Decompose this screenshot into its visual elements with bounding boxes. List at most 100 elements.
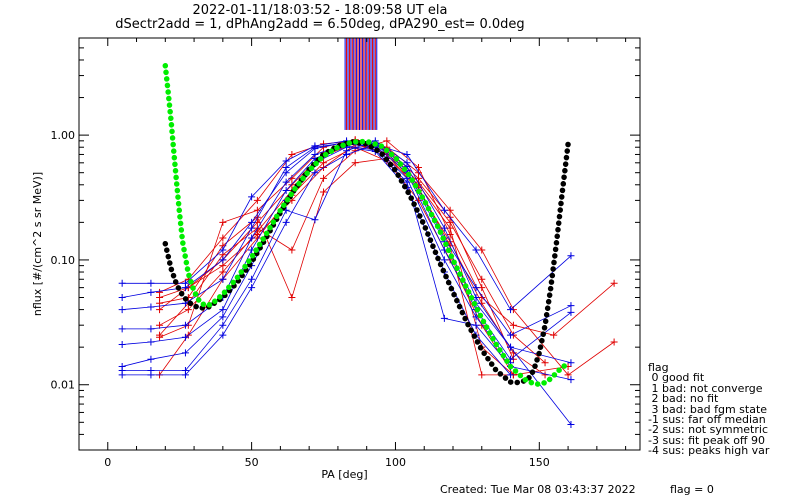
blue-scan-point-2-5 bbox=[282, 178, 290, 186]
legend-item-7: -4 sus: peaks high var bbox=[648, 444, 770, 458]
x-axis-label: PA [deg] bbox=[321, 468, 367, 481]
blue-scan-point-1-2 bbox=[181, 284, 189, 292]
red-scan-point-6-7 bbox=[383, 137, 391, 145]
blue-scan-point-4-3 bbox=[219, 313, 227, 321]
red-scan-point-5-0 bbox=[156, 288, 164, 296]
blue-scan-point-5-6 bbox=[311, 216, 319, 224]
blue-scan-point-7-3 bbox=[219, 331, 227, 339]
red-scan-point-1-2 bbox=[219, 268, 227, 276]
legend-item-0: 0 good fit bbox=[648, 371, 705, 385]
blue-scan-point-0-0 bbox=[118, 279, 126, 287]
legend-item-1: 1 bad: not converge bbox=[648, 381, 763, 395]
blue-scan-point-0-3 bbox=[219, 246, 227, 254]
blue-scan-point-1-13 bbox=[567, 308, 575, 316]
red-scan-point-6-5 bbox=[320, 174, 328, 182]
blue-scan-point-7-11 bbox=[472, 246, 480, 254]
red-scan-line-1 bbox=[159, 142, 546, 376]
blue-scan-point-7-6 bbox=[311, 169, 319, 177]
blue-scan-point-6-1 bbox=[147, 303, 155, 311]
legend-item-6: -3 sus: fit peak off 90 bbox=[648, 433, 765, 447]
blue-scan-point-7-5 bbox=[282, 218, 290, 226]
red-scan-point-3-13 bbox=[610, 338, 618, 346]
blue-scan-point-4-12 bbox=[507, 371, 515, 379]
blue-scan-point-5-3 bbox=[219, 321, 227, 329]
red-scan-line-7 bbox=[159, 144, 514, 376]
blue-scan-point-5-13 bbox=[567, 359, 575, 367]
red-scan-point-5-3 bbox=[253, 196, 261, 204]
red-scan-point-7-0 bbox=[156, 306, 164, 314]
blue-scan-point-2-4 bbox=[248, 234, 256, 242]
blue-scan-point-1-0 bbox=[118, 294, 126, 302]
red-scan-point-6-13 bbox=[610, 279, 618, 287]
blue-scan-line-1 bbox=[122, 141, 572, 360]
red-scan-point-7-10 bbox=[478, 371, 486, 379]
red-scan-point-4-6 bbox=[351, 159, 359, 167]
red-scan-point-4-5 bbox=[320, 188, 328, 196]
red-scan-point-6-4 bbox=[288, 246, 296, 254]
green-fit-curve bbox=[162, 62, 571, 387]
legend-title: flag bbox=[648, 361, 669, 374]
legend-item-5: -2 sus: not symmetric bbox=[648, 423, 768, 437]
red-scan-point-6-12 bbox=[550, 331, 558, 339]
blue-scan-point-6-6 bbox=[311, 143, 319, 151]
blue-scan-point-0-4 bbox=[248, 193, 256, 201]
blue-scan-point-7-9 bbox=[403, 150, 411, 158]
blue-scan-point-0-11 bbox=[472, 284, 480, 292]
red-scan-line-4 bbox=[159, 158, 514, 376]
blue-scan-point-2-10 bbox=[440, 256, 448, 264]
blue-scan-point-0-13 bbox=[567, 302, 575, 310]
blue-scan-line-3 bbox=[122, 145, 572, 380]
y-axis-label: nflux [#/(cm^2 s sr MeV)] bbox=[31, 172, 44, 316]
red-scan-point-6-0 bbox=[156, 331, 164, 339]
blue-scan-point-3-5 bbox=[282, 186, 290, 194]
blue-scan-point-6-5 bbox=[282, 164, 290, 172]
blue-scan-point-7-2 bbox=[181, 371, 189, 379]
blue-scan-line-7 bbox=[122, 144, 572, 376]
chart-subtitle: dSectr2add = 1, dPhAng2add = 6.50deg, dP… bbox=[115, 17, 525, 32]
red-scan-point-3-2 bbox=[219, 218, 227, 226]
blue-scan-point-6-12 bbox=[507, 343, 515, 351]
blue-scan-point-3-13 bbox=[567, 376, 575, 384]
blue-scan-point-3-2 bbox=[181, 333, 189, 341]
blue-scan-point-5-4 bbox=[248, 275, 256, 283]
blue-scan-point-7-1 bbox=[147, 371, 155, 379]
red-scan-point-6-11 bbox=[509, 321, 517, 329]
blue-scan-point-2-1 bbox=[147, 325, 155, 333]
blue-scan-point-1-1 bbox=[147, 288, 155, 296]
y-tick-label-2: 1.00 bbox=[51, 129, 76, 142]
y-tick-label-1: 0.10 bbox=[51, 254, 76, 267]
red-scan-point-1-1 bbox=[184, 306, 192, 314]
blue-scan-point-7-12 bbox=[507, 306, 515, 314]
blue-scan-point-2-2 bbox=[181, 321, 189, 329]
red-scan-point-6-9 bbox=[446, 230, 454, 238]
red-scan-point-5-4 bbox=[288, 150, 296, 158]
blue-scan-point-4-2 bbox=[181, 349, 189, 357]
red-scan-line-6 bbox=[159, 140, 615, 336]
red-scan-line-3 bbox=[159, 139, 615, 376]
footer-flag: flag = 0 bbox=[670, 483, 714, 496]
legend-item-2: 2 bad: no fit bbox=[648, 392, 719, 406]
x-tick-label-1: 50 bbox=[245, 456, 259, 469]
blue-scan-point-0-1 bbox=[147, 279, 155, 287]
blue-scan-point-2-0 bbox=[118, 325, 126, 333]
blue-scan-point-6-4 bbox=[248, 224, 256, 232]
blue-scan-point-7-4 bbox=[248, 284, 256, 292]
blue-scan-point-4-1 bbox=[147, 355, 155, 363]
x-tick-label-2: 100 bbox=[385, 456, 406, 469]
red-scan-point-0-12 bbox=[541, 359, 549, 367]
blue-scan-point-0-12 bbox=[507, 331, 515, 339]
blue-scan-point-3-1 bbox=[147, 338, 155, 346]
blue-scan-line-5 bbox=[122, 140, 572, 371]
blue-scan-point-7-13 bbox=[567, 252, 575, 260]
blue-scan-line-0 bbox=[122, 140, 572, 336]
blue-scan-point-1-3 bbox=[219, 256, 227, 264]
blue-scan-point-6-13 bbox=[567, 421, 575, 429]
x-tick-label-0: 0 bbox=[104, 456, 111, 469]
red-scan-point-4-0 bbox=[156, 299, 164, 307]
blue-scan-point-3-10 bbox=[440, 314, 448, 322]
blue-scan-point-3-0 bbox=[118, 341, 126, 349]
blue-scan-point-7-10 bbox=[440, 206, 448, 214]
y-tick-label-0: 0.01 bbox=[51, 379, 76, 392]
red-scan-point-4-4 bbox=[288, 294, 296, 302]
